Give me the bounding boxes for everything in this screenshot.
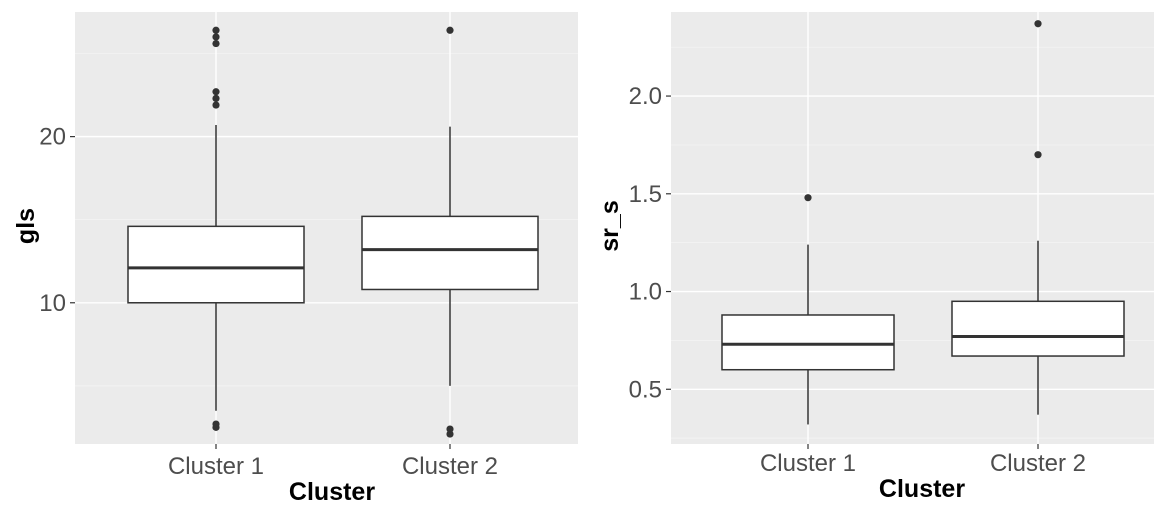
outlier-point: [212, 33, 220, 41]
interquartile-box: [127, 225, 305, 304]
outlier-point: [446, 430, 454, 438]
gls-x-tick-label: Cluster 1: [168, 453, 264, 480]
interquartile-box: [951, 300, 1125, 357]
gls-x-axis: Cluster 1 Cluster 2: [168, 444, 498, 480]
outlier-point: [212, 101, 220, 109]
gls-y-axis-title: gls: [12, 208, 40, 244]
gls-box-2: [361, 26, 539, 438]
interquartile-box: [361, 215, 539, 291]
outlier-point: [212, 88, 220, 96]
outlier-point: [1034, 151, 1042, 159]
sr-s-x-tick-label: Cluster 1: [760, 450, 856, 477]
sr-s-boxplot-panel: 0.5 1.0 1.5 2.0 Cluster 1 Cluster 2 Cluster …: [596, 12, 1154, 503]
gls-x-tick-label: Cluster 2: [402, 453, 498, 480]
sr-s-box-1: [721, 194, 895, 425]
gls-y-axis: 10 20: [39, 124, 75, 317]
sr-s-boxes: [721, 20, 1125, 425]
outlier-point: [446, 425, 454, 433]
outlier-point: [804, 194, 812, 202]
sr-s-grid: [671, 12, 1154, 444]
outlier-point: [212, 26, 220, 34]
gls-y-tick-label: 20: [39, 124, 66, 151]
interquartile-box: [721, 314, 895, 371]
outlier-point: [1034, 20, 1042, 28]
sr-s-panel-background: [671, 12, 1154, 444]
gls-box-1: [127, 26, 305, 431]
sr-s-box-2: [951, 20, 1125, 415]
sr-s-y-axis: 0.5 1.0 1.5 2.0: [629, 83, 671, 403]
sr-s-x-axis: Cluster 1 Cluster 2: [760, 444, 1086, 477]
sr-s-x-tick-label: Cluster 2: [990, 450, 1086, 477]
sr-s-y-axis-title: sr_s: [596, 200, 624, 251]
gls-y-tick-label: 10: [39, 290, 66, 317]
outlier-point: [212, 39, 220, 48]
gls-boxplot-panel: 10 20 Cluster 1 Cluster 2 Cluster gls: [12, 12, 578, 505]
gls-boxes: [127, 26, 539, 438]
sr-s-x-axis-title: Cluster: [879, 475, 965, 503]
outlier-point: [446, 26, 454, 34]
sr-s-y-tick-label: 1.5: [629, 181, 662, 208]
gls-x-axis-title: Cluster: [289, 478, 375, 505]
outlier-point: [212, 94, 220, 102]
sr-s-y-tick-label: 2.0: [629, 83, 662, 110]
sr-s-y-tick-label: 0.5: [629, 376, 662, 403]
sr-s-y-tick-label: 1.0: [629, 279, 662, 306]
outlier-point: [212, 420, 220, 428]
